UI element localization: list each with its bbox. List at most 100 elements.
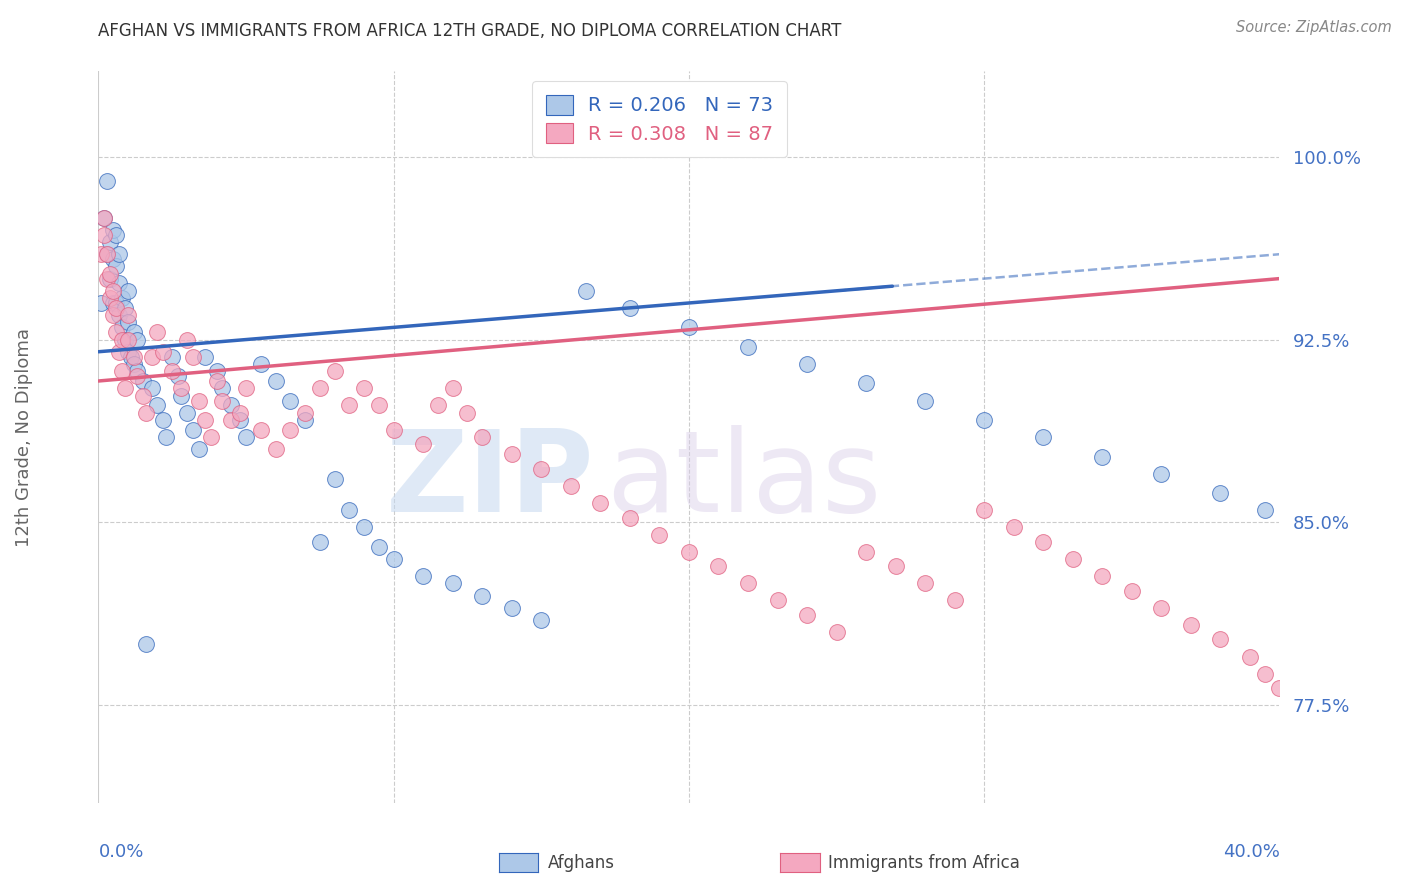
Point: [211, 393, 233, 408]
Point: [108, 277, 131, 291]
Point: [574, 284, 596, 298]
Point: [103, 296, 125, 310]
Point: [796, 357, 818, 371]
Point: [914, 393, 936, 408]
Point: [707, 559, 730, 574]
Point: [1062, 552, 1084, 566]
Point: [264, 374, 287, 388]
Point: [1121, 583, 1143, 598]
Text: Afghans: Afghans: [548, 854, 616, 871]
Point: [155, 430, 177, 444]
Point: [619, 301, 641, 315]
Point: [382, 552, 405, 566]
Point: [678, 544, 700, 558]
Point: [294, 413, 316, 427]
Point: [181, 423, 204, 437]
Point: [117, 308, 139, 322]
Point: [456, 406, 478, 420]
Point: [441, 381, 464, 395]
Point: [111, 333, 134, 347]
Point: [1091, 569, 1114, 583]
Point: [560, 479, 582, 493]
Legend: R = 0.206   N = 73, R = 0.308   N = 87: R = 0.206 N = 73, R = 0.308 N = 87: [531, 81, 787, 157]
Point: [105, 227, 128, 242]
Point: [914, 576, 936, 591]
Point: [111, 320, 134, 334]
Point: [162, 350, 183, 364]
Point: [1032, 535, 1054, 549]
Point: [93, 211, 115, 225]
Point: [98, 291, 121, 305]
Point: [117, 344, 139, 359]
Point: [235, 430, 257, 444]
Point: [167, 369, 190, 384]
Point: [125, 333, 148, 347]
Point: [1282, 690, 1305, 705]
Text: 40.0%: 40.0%: [1223, 843, 1279, 861]
Point: [1268, 681, 1291, 696]
Point: [1180, 617, 1202, 632]
Point: [427, 398, 450, 412]
Point: [412, 569, 434, 583]
Text: ZIP: ZIP: [387, 425, 595, 536]
Point: [132, 374, 155, 388]
Point: [219, 398, 242, 412]
Point: [337, 398, 360, 412]
Point: [117, 333, 139, 347]
Point: [90, 247, 112, 261]
Point: [141, 381, 163, 395]
Point: [278, 393, 302, 408]
Text: Source: ZipAtlas.com: Source: ZipAtlas.com: [1236, 20, 1392, 35]
Point: [176, 333, 198, 347]
Text: Immigrants from Africa: Immigrants from Africa: [828, 854, 1019, 871]
Point: [530, 462, 553, 476]
Point: [353, 381, 375, 395]
Point: [855, 376, 877, 391]
Point: [368, 540, 391, 554]
Point: [105, 260, 128, 274]
Point: [135, 637, 157, 651]
Point: [146, 325, 169, 339]
Point: [211, 381, 233, 395]
Point: [382, 423, 405, 437]
Point: [412, 437, 434, 451]
Point: [1032, 430, 1054, 444]
Point: [323, 364, 346, 378]
Point: [855, 544, 877, 558]
Point: [825, 625, 848, 640]
Point: [530, 613, 553, 627]
Point: [122, 325, 145, 339]
Point: [103, 284, 125, 298]
Point: [884, 559, 907, 574]
Point: [187, 393, 209, 408]
Point: [219, 413, 242, 427]
Point: [1150, 600, 1173, 615]
Text: 12th Grade, No Diploma: 12th Grade, No Diploma: [15, 327, 34, 547]
Point: [973, 503, 995, 517]
Point: [93, 211, 115, 225]
Point: [1150, 467, 1173, 481]
Point: [619, 510, 641, 524]
Point: [337, 503, 360, 517]
Point: [205, 364, 228, 378]
Point: [1209, 632, 1232, 647]
Point: [205, 374, 228, 388]
Point: [1239, 649, 1261, 664]
Point: [1254, 503, 1277, 517]
Point: [501, 447, 523, 461]
Point: [125, 364, 148, 378]
Point: [181, 350, 204, 364]
Point: [294, 406, 316, 420]
Point: [141, 350, 163, 364]
Point: [96, 247, 118, 261]
Point: [114, 301, 136, 315]
Point: [176, 406, 198, 420]
Point: [98, 271, 121, 285]
Point: [120, 350, 142, 364]
Point: [1209, 486, 1232, 500]
Point: [501, 600, 523, 615]
Point: [766, 593, 789, 607]
Point: [111, 364, 134, 378]
Point: [90, 296, 112, 310]
Point: [114, 333, 136, 347]
